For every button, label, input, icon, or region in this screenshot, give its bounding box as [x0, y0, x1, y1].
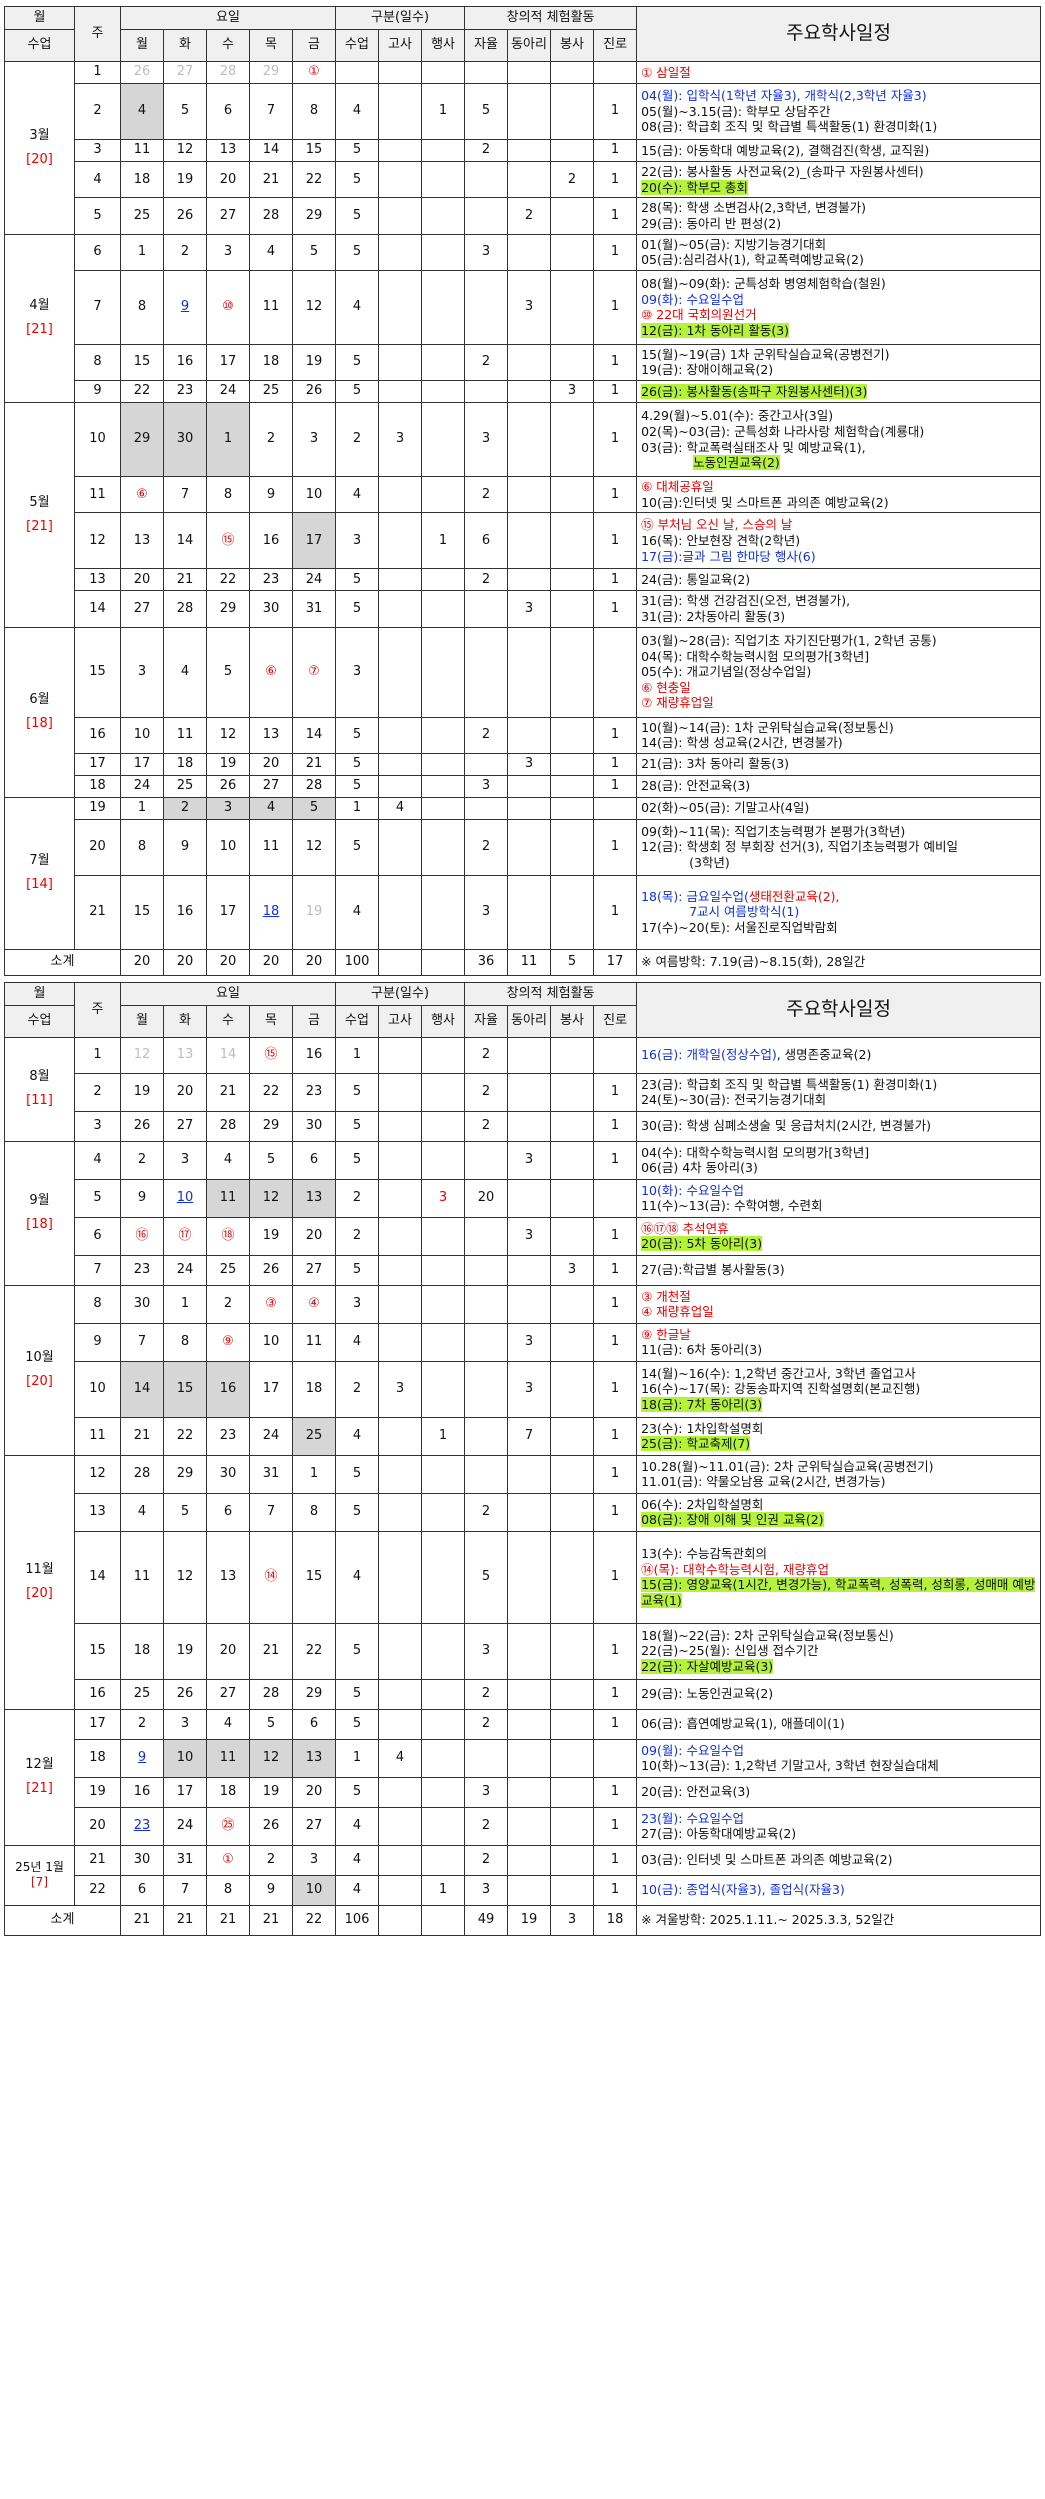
table-row: 3월 [20] 1 26 27 28 29 ① ① 삼일절: [4, 61, 1041, 235]
header-wed: 수: [206, 29, 250, 62]
header-career: 진로: [593, 29, 638, 62]
header-week: 주: [74, 6, 121, 62]
subtotal-row: 소계 21 21 21 21 22 106 49 19 3 18 ※ 겨울방학: 2025.1.…: [4, 1904, 1041, 1936]
month-cell: 4월 [21]: [4, 233, 75, 403]
header-tue: 화: [163, 29, 207, 62]
subtotal-row: 소계 20 20 20 20 20 100 36 11 5 17 ※ 여름방학: 7.19(금)…: [4, 948, 1041, 976]
month-cell: 9월 [18]: [4, 1140, 75, 1286]
month-cell: 12월 [21]: [4, 1708, 75, 1846]
month-cell: 6월 [18]: [4, 626, 75, 798]
header-schedule: 주요학사일정: [636, 6, 1041, 62]
header-gubun: 구분(일수): [335, 6, 466, 30]
header-thu: 목: [249, 29, 293, 62]
header-class-days: 수업: [4, 29, 75, 62]
calendar-table-first-semester: 월 주 요일 구분(일수) 창의적 체험활동 주요학사일정 수업 월 화 수 목…: [4, 6, 1041, 976]
header-weekday: 요일: [119, 6, 337, 30]
month-cell: 7월 [14]: [4, 796, 75, 950]
header-fri: 금: [291, 29, 337, 62]
header-classes: 수업: [335, 29, 380, 62]
header-event: 행사: [421, 29, 466, 62]
month-cell: 25년 1월 [7]: [4, 1844, 75, 1906]
header-volunteer: 봉사: [550, 29, 595, 62]
header-month: 월: [4, 6, 75, 30]
header-mon: 월: [120, 29, 164, 62]
month-cell: 5월 [21]: [4, 402, 75, 628]
month-cell: 8월 [11]: [4, 1036, 75, 1142]
month-cell: 3월 [20]: [4, 61, 75, 235]
header-club: 동아리: [507, 29, 552, 62]
header-exam: 고사: [378, 29, 423, 62]
month-cell: 10월 [20]: [4, 1284, 75, 1456]
header-activities: 창의적 체험활동: [464, 6, 638, 30]
month-cell: 11월 [20]: [4, 1454, 75, 1710]
header-self: 자율: [464, 29, 509, 62]
table-row: 5 9 10 11 12 13 2 3 20 10(화): 수요일수업 11(수)~13(금)…: [5, 1178, 1041, 1218]
